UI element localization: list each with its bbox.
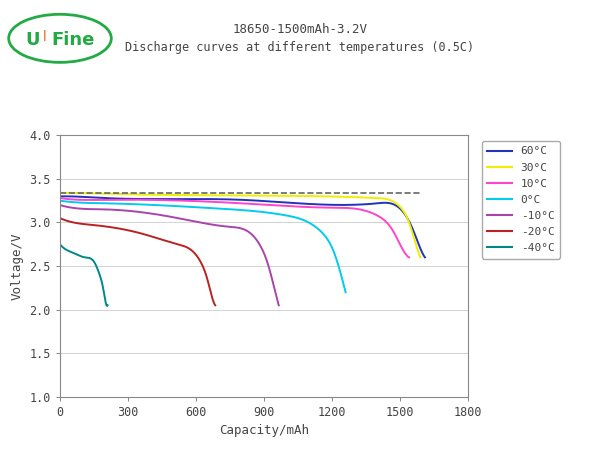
- Legend: 60°C, 30°C, 10°C, 0°C, -10°C, -20°C, -40°C: 60°C, 30°C, 10°C, 0°C, -10°C, -20°C, -40…: [482, 141, 560, 258]
- Ellipse shape: [9, 14, 112, 62]
- Y-axis label: Voltage/V: Voltage/V: [11, 232, 24, 300]
- Text: 18650-1500mAh-3.2V: 18650-1500mAh-3.2V: [233, 23, 367, 36]
- Text: Discharge curves at different temperatures (0.5C): Discharge curves at different temperatur…: [125, 41, 475, 54]
- Text: |: |: [43, 30, 47, 41]
- Text: U: U: [26, 31, 40, 49]
- Text: Fine: Fine: [51, 31, 95, 49]
- X-axis label: Capacity/mAh: Capacity/mAh: [219, 424, 309, 437]
